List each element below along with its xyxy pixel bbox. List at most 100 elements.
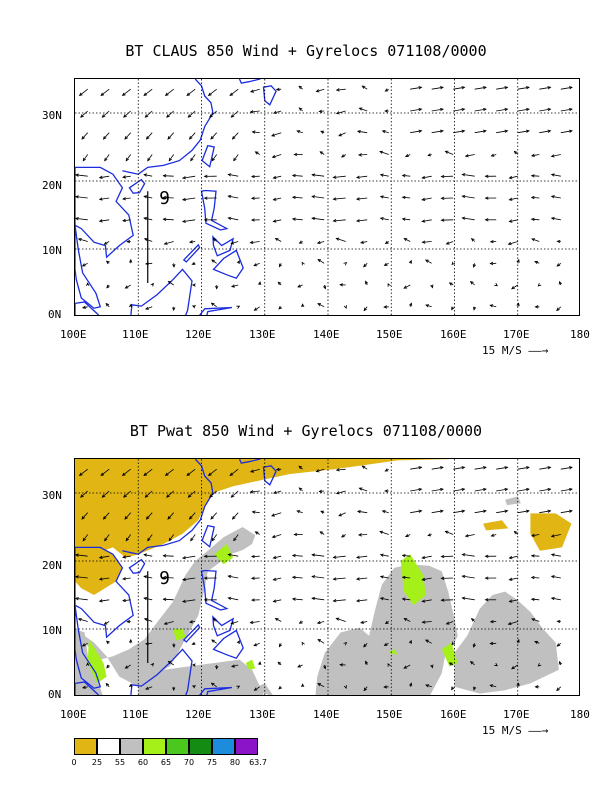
wind-arrowhead xyxy=(484,554,489,558)
colorbar-tick-label: 80 xyxy=(229,758,241,767)
wind-arrowhead xyxy=(404,154,409,157)
wind-arrowhead xyxy=(167,660,172,665)
wind-arrowhead xyxy=(291,217,296,221)
wind-arrowhead xyxy=(236,260,240,264)
wind-arrowhead xyxy=(409,682,413,687)
wind-arrowhead xyxy=(230,664,235,668)
wind-arrow xyxy=(496,108,508,112)
wind-arrow xyxy=(539,510,551,514)
wind-arrowhead xyxy=(211,157,215,162)
wind-arrowhead xyxy=(103,241,108,245)
wind-arrowhead xyxy=(271,534,276,539)
pwat-low-region xyxy=(75,459,455,558)
wind-arrow xyxy=(228,575,239,579)
wind-arrowhead xyxy=(504,107,509,112)
wind-arrow xyxy=(273,555,282,559)
wind-arrow xyxy=(163,218,174,221)
wind-arrowhead xyxy=(272,555,277,560)
wind-arrowhead xyxy=(227,596,232,601)
coastline xyxy=(201,144,215,168)
wind-arrowhead xyxy=(311,596,316,601)
wind-arrowhead xyxy=(81,135,85,140)
wind-arrowhead xyxy=(355,599,360,603)
pwat-low-region xyxy=(530,513,572,551)
wind-arrow xyxy=(453,130,465,134)
wind-arrowhead xyxy=(489,641,494,646)
wind-arrowhead xyxy=(387,282,391,287)
coastline xyxy=(199,686,233,695)
wind-arrow xyxy=(75,196,88,199)
wind-arrowhead xyxy=(421,577,426,581)
wind-arrow xyxy=(509,175,518,179)
wind-arrowhead xyxy=(440,174,445,179)
wind-arrow xyxy=(496,130,508,134)
colorbar-tick-label: 0 xyxy=(71,758,77,767)
wind-arrowhead xyxy=(338,513,343,517)
wind-arrow xyxy=(560,488,573,492)
wind-arrowhead xyxy=(187,494,192,498)
wind-arrowhead xyxy=(358,107,363,111)
wind-arrow xyxy=(145,306,153,310)
wind-arrowhead xyxy=(167,135,171,140)
wind-arrowhead xyxy=(384,109,388,113)
wind-arrowhead xyxy=(384,468,389,472)
wind-arrowhead xyxy=(504,129,509,133)
wind-arrowhead xyxy=(207,472,212,476)
wind-arrowhead xyxy=(365,280,369,285)
wind-arrow xyxy=(122,577,131,580)
wind-arrow xyxy=(431,108,444,112)
wind-arrowhead xyxy=(203,554,208,558)
wind-arrow xyxy=(75,554,88,557)
wind-arrowhead xyxy=(547,107,552,112)
wind-arrowhead xyxy=(401,174,406,178)
wind-arrowhead xyxy=(207,92,212,96)
wind-arrowhead xyxy=(167,280,172,285)
wind-arrowhead xyxy=(229,472,234,476)
wind-arrowhead xyxy=(332,175,337,179)
wind-arrowhead xyxy=(122,175,127,179)
wind-arrow xyxy=(211,534,218,541)
wind-arrowhead xyxy=(236,685,241,689)
wind-arrow xyxy=(254,306,260,311)
coastline xyxy=(212,249,244,279)
wind-arrowhead xyxy=(297,664,302,668)
wind-arrow xyxy=(531,555,540,557)
wind-arrowhead xyxy=(525,86,530,90)
wind-arrow xyxy=(496,86,508,90)
wind-arrowhead xyxy=(384,489,388,493)
wind-arrowhead xyxy=(278,643,283,648)
wind-arrow xyxy=(231,241,239,244)
coastline xyxy=(75,301,100,315)
wind-arrowhead xyxy=(341,534,345,538)
wind-arrow xyxy=(163,197,174,199)
wind-arrow xyxy=(551,174,561,177)
gyre-marker: 9 xyxy=(159,568,170,589)
map-canvas: 9 xyxy=(75,79,579,315)
wind-arrow xyxy=(531,618,540,622)
wind-arrowhead xyxy=(75,217,79,221)
scale-label: 15 M/S xyxy=(482,344,522,357)
wind-arrowhead xyxy=(424,639,429,643)
wind-arrowhead xyxy=(278,685,282,690)
wind-arrow xyxy=(402,576,411,579)
wind-arrow xyxy=(336,110,346,114)
wind-arrowhead xyxy=(537,662,542,667)
wind-arrowhead xyxy=(504,509,509,513)
wind-scale-2: 15 M/S ——→ xyxy=(482,724,548,737)
wind-arrowhead xyxy=(211,639,215,643)
wind-arrowhead xyxy=(568,107,573,112)
wind-arrow xyxy=(75,218,88,221)
wind-arrow xyxy=(359,107,368,112)
wind-arrow xyxy=(273,110,282,114)
wind-arrow xyxy=(211,259,217,264)
wind-arrowhead xyxy=(249,240,254,244)
wind-arrowhead xyxy=(77,618,82,622)
wind-arrow xyxy=(404,238,411,242)
wind-arrowhead xyxy=(427,533,432,537)
wind-arrow xyxy=(360,241,368,244)
lon-label: 120E xyxy=(185,328,212,341)
wind-arrowhead xyxy=(190,537,194,542)
pwat-gray-region xyxy=(505,496,521,506)
wind-arrow xyxy=(273,490,282,494)
lon-label: 140E xyxy=(313,708,340,721)
